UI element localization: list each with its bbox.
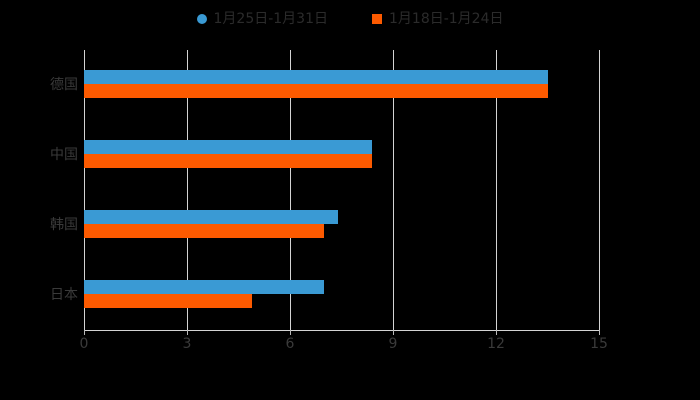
legend-label-period-2: 1月18日-1月24日: [389, 11, 504, 27]
x-tick-label-3: 3: [182, 336, 192, 352]
x-tick-mark-9: [393, 330, 394, 335]
legend-item-period-2[interactable]: 1月18日-1月24日: [372, 12, 504, 26]
x-tick-mark-15: [599, 330, 600, 335]
bar-series2-china[interactable]: [84, 154, 373, 168]
category-label-germany: 德国: [50, 77, 78, 93]
x-tick-mark-6: [290, 330, 291, 335]
x-tick-mark-0: [84, 330, 85, 335]
x-tick-mark-3: [187, 330, 188, 335]
x-tick-label-12: 12: [487, 336, 505, 352]
category-label-japan: 日本: [50, 287, 78, 303]
bar-series2-germany[interactable]: [84, 84, 548, 98]
bar-series2-korea[interactable]: [84, 224, 325, 238]
gridline-9: [393, 50, 394, 330]
bar-series2-japan[interactable]: [84, 294, 253, 308]
gridline-0: [84, 50, 85, 330]
bar-series1-germany[interactable]: [84, 70, 548, 84]
x-tick-label-0: 0: [79, 336, 89, 352]
x-tick-mark-12: [496, 330, 497, 335]
x-tick-label-15: 15: [590, 336, 608, 352]
x-axis-line: [84, 330, 600, 331]
plot-area: [84, 50, 600, 330]
square-marker-icon: [372, 14, 382, 24]
circle-marker-icon: [196, 14, 207, 24]
legend-label-period-1: 1月25日-1月31日: [213, 11, 329, 27]
legend-item-period-1[interactable]: 1月25日-1月31日: [196, 11, 329, 27]
bar-series1-korea[interactable]: [84, 210, 339, 224]
gridline-12: [496, 50, 497, 330]
x-tick-label-6: 6: [285, 336, 295, 352]
bar-series1-japan[interactable]: [84, 280, 325, 294]
gridline-15: [599, 50, 600, 330]
category-label-korea: 韩国: [50, 217, 78, 233]
x-tick-label-9: 9: [388, 336, 398, 352]
bar-series1-china[interactable]: [84, 140, 373, 154]
gridline-6: [290, 50, 291, 330]
chart-legend: 1月25日-1月31日 1月18日-1月24日: [0, 8, 700, 30]
category-label-china: 中国: [50, 147, 78, 163]
gridline-3: [187, 50, 188, 330]
